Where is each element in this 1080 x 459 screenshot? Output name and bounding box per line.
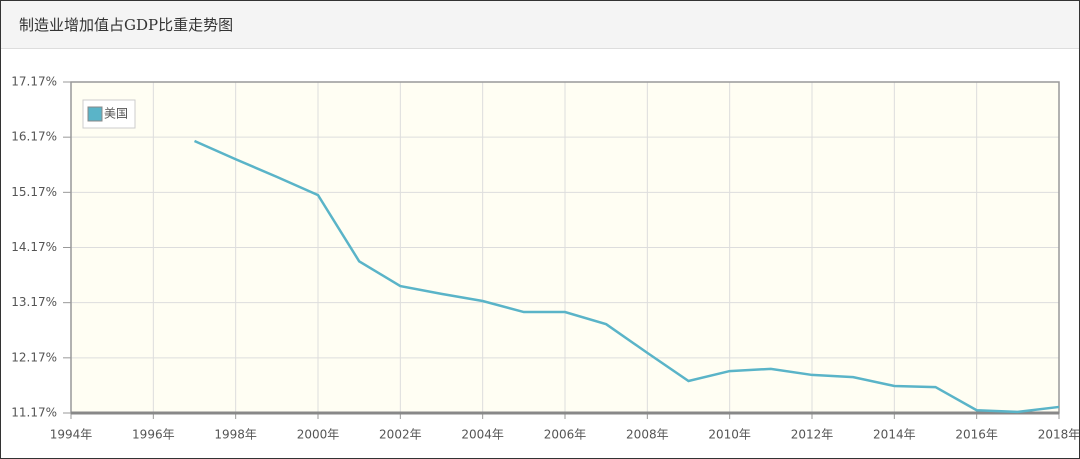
x-tick-label: 2018年 [1038, 428, 1079, 442]
header: 制造业增加值占GDP比重走势图 [1, 1, 1079, 49]
x-tick-label: 2010年 [708, 428, 751, 442]
legend-swatch [87, 106, 103, 122]
x-tick-label: 2002年 [379, 428, 422, 442]
y-tick-label: 12.17% [11, 350, 57, 364]
y-tick-label: 15.17% [11, 185, 57, 199]
x-tick-label: 1998年 [214, 428, 257, 442]
x-tick-label: 2004年 [461, 428, 504, 442]
y-tick-label: 14.17% [11, 240, 57, 254]
x-tick-label: 2014年 [873, 428, 916, 442]
x-tick-label: 2016年 [955, 428, 998, 442]
x-tick-label: 2000年 [297, 428, 340, 442]
line [193, 139, 1060, 414]
x-tick-label: 1996年 [132, 428, 175, 442]
y-tick-label: 17.17% [11, 75, 57, 89]
y-tick-label: 16.17% [11, 130, 57, 144]
y-tick-label: 11.17% [11, 406, 57, 420]
y-tick-label: 13.17% [11, 295, 57, 309]
x-tick-label: 2008年 [626, 428, 669, 442]
chart-title: 制造业增加值占GDP比重走势图 [19, 16, 234, 34]
x-tick-label: 2012年 [791, 428, 834, 442]
x-tick-label: 1994年 [50, 428, 93, 442]
legend-label: 美国 [104, 107, 128, 121]
x-tick-label: 2006年 [544, 428, 587, 442]
